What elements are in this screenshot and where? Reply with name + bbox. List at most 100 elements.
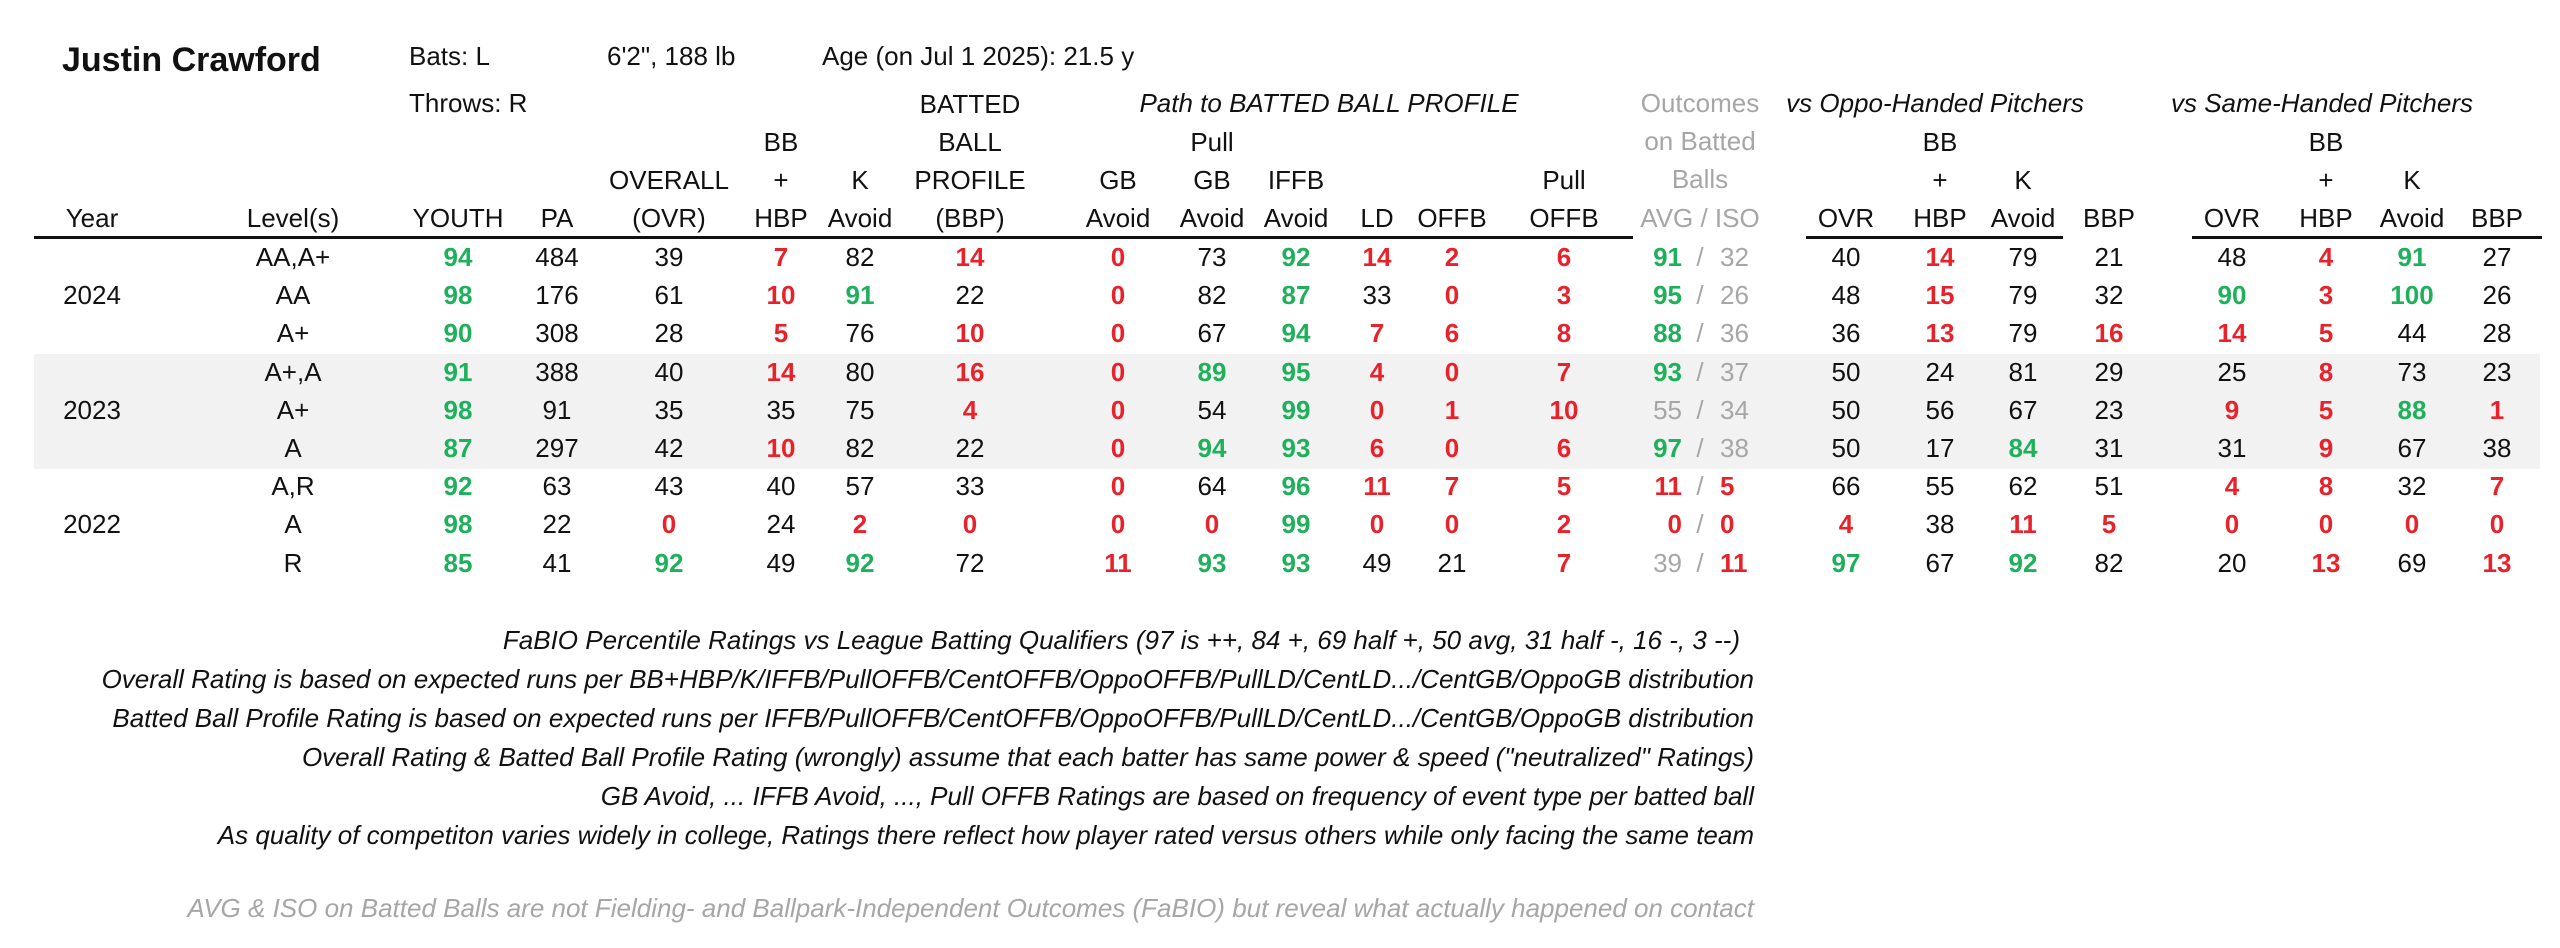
header-o_bbhbp-2: HBP (1913, 203, 1967, 233)
cell-kavoid: 91 (845, 280, 875, 311)
header-bbp-2: PROFILE (914, 165, 1026, 195)
cell-s_ovr: 20 (2217, 547, 2247, 578)
cell-offb: 6 (1444, 318, 1460, 349)
cell-avgiso: 93 (1653, 356, 1682, 387)
cell-bbhbp: 14 (766, 356, 796, 387)
header-s_bbhbp-0: BB (2308, 127, 2344, 157)
cell-ld: 6 (1369, 433, 1385, 463)
row-band-2023 (34, 354, 2540, 469)
cell-ovr: 35 (654, 394, 684, 425)
avg-iso-separator: / (1696, 394, 1704, 425)
same-header: vs Same-Handed Pitchers (2170, 88, 2474, 118)
cell-avgiso: 11 (1654, 471, 1683, 502)
cell-o_k: 84 (2008, 433, 2038, 463)
header-s_bbp-0: BBP (2470, 203, 2524, 233)
cell-o_ovr: 50 (1831, 356, 1861, 387)
cell-bbp: 33 (955, 471, 985, 502)
cell-s_k: 32 (2397, 471, 2427, 502)
avg-iso-separator: / (1696, 471, 1704, 502)
header-bbp-0: BATTED (919, 89, 1021, 119)
player-name: Justin Crawford (62, 41, 321, 79)
cell-o_bbp: 5 (2101, 509, 2117, 540)
outcomes-header-1: Outcomes (1640, 88, 1760, 118)
cell-s_k: 69 (2397, 547, 2427, 578)
cell-pullgb: 64 (1197, 471, 1227, 502)
cell-ld: 7 (1369, 318, 1385, 349)
year-cell: 2024 (63, 280, 121, 311)
header-s_ovr-0: OVR (2203, 203, 2261, 233)
cell-ld: 49 (1362, 547, 1392, 578)
cell-o_bbhbp: 17 (1925, 433, 1955, 463)
cell-o_k: 62 (2008, 471, 2038, 502)
cell-offb: 2 (1444, 242, 1460, 272)
header-s_bbhbp-2: HBP (2299, 203, 2353, 233)
header-ovr-0: OVERALL (609, 165, 729, 195)
cell-s_bbhbp: 3 (2318, 280, 2334, 311)
cell-bbhbp: 10 (766, 433, 796, 463)
cell-avgiso: 26 (1720, 280, 1749, 311)
cell-youth: 87 (443, 433, 473, 463)
avg-iso-separator: / (1696, 356, 1704, 387)
cell-s_ovr: 0 (2224, 509, 2240, 540)
cell-o_ovr: 97 (1831, 547, 1861, 578)
cell-iffb: 99 (1281, 509, 1311, 540)
cell-s_bbp: 1 (2489, 394, 2505, 425)
level-cell: A+ (276, 318, 310, 349)
cell-avgiso: 88 (1653, 318, 1682, 349)
header-o_bbhbp-1: + (1932, 165, 1948, 195)
cell-offb: 1 (1444, 394, 1460, 425)
cell-o_k: 11 (2009, 509, 2037, 540)
header-bbp-3: (BBP) (935, 203, 1005, 233)
note-line-5: GB Avoid, ... IFFB Avoid, ..., Pull OFFB… (600, 781, 1754, 811)
cell-ovr: 43 (654, 471, 684, 502)
cell-s_bbp: 13 (2482, 547, 2512, 578)
note-line-3: Batted Ball Profile Rating is based on e… (112, 703, 1754, 733)
header-iffb-1: Avoid (1263, 203, 1329, 233)
header-bbhbp-1: + (773, 165, 789, 195)
avg-iso-separator: / (1696, 280, 1704, 311)
level-cell: AA,A+ (255, 242, 331, 272)
cell-ovr: 39 (654, 242, 684, 272)
cell-s_bbp: 7 (2489, 471, 2505, 502)
header-pulloffb-0: Pull (1542, 165, 1586, 195)
cell-iffb: 93 (1281, 547, 1311, 578)
cell-s_bbhbp: 5 (2318, 318, 2334, 349)
cell-gbavoid: 0 (1110, 433, 1126, 463)
cell-o_k: 81 (2008, 356, 2038, 387)
cell-s_bbhbp: 8 (2318, 471, 2334, 502)
cell-o_ovr: 36 (1831, 318, 1861, 349)
cell-avgiso: 5 (1720, 471, 1735, 502)
header-level-0: Level(s) (246, 203, 340, 233)
cell-s_k: 91 (2397, 242, 2427, 272)
cell-offb: 0 (1444, 509, 1460, 540)
level-cell: A,R (271, 471, 315, 502)
cell-o_bbhbp: 15 (1925, 280, 1955, 311)
cell-avgiso: 36 (1720, 318, 1749, 349)
cell-bbhbp: 49 (766, 547, 796, 578)
cell-pa: 41 (542, 547, 572, 578)
header-rule-main (34, 236, 1633, 239)
cell-s_ovr: 90 (2217, 280, 2247, 311)
cell-s_bbp: 23 (2482, 356, 2512, 387)
cell-kavoid: 82 (845, 242, 875, 272)
avg-iso-separator: / (1696, 318, 1704, 349)
cell-offb: 0 (1444, 433, 1460, 463)
header-ovr-1: (OVR) (632, 203, 706, 233)
cell-pa: 63 (542, 471, 572, 502)
cell-kavoid: 75 (845, 394, 875, 425)
header-s_bbhbp-1: + (2318, 165, 2334, 195)
note-line-2: Overall Rating is based on expected runs… (101, 664, 1754, 694)
cell-ovr: 92 (654, 547, 684, 578)
cell-youth: 98 (443, 394, 473, 425)
oppo-header: vs Oppo-Handed Pitchers (1786, 88, 2084, 118)
cell-s_ovr: 9 (2224, 394, 2240, 425)
cell-youth: 98 (443, 509, 473, 540)
avg-iso-separator: / (1696, 433, 1704, 463)
cell-o_bbhbp: 14 (1925, 242, 1955, 272)
cell-iffb: 99 (1281, 394, 1311, 425)
cell-offb: 7 (1444, 471, 1460, 502)
cell-bbp: 16 (955, 356, 985, 387)
level-cell: A+,A (264, 356, 322, 387)
cell-ovr: 61 (654, 280, 684, 311)
cell-bbhbp: 35 (766, 394, 796, 425)
